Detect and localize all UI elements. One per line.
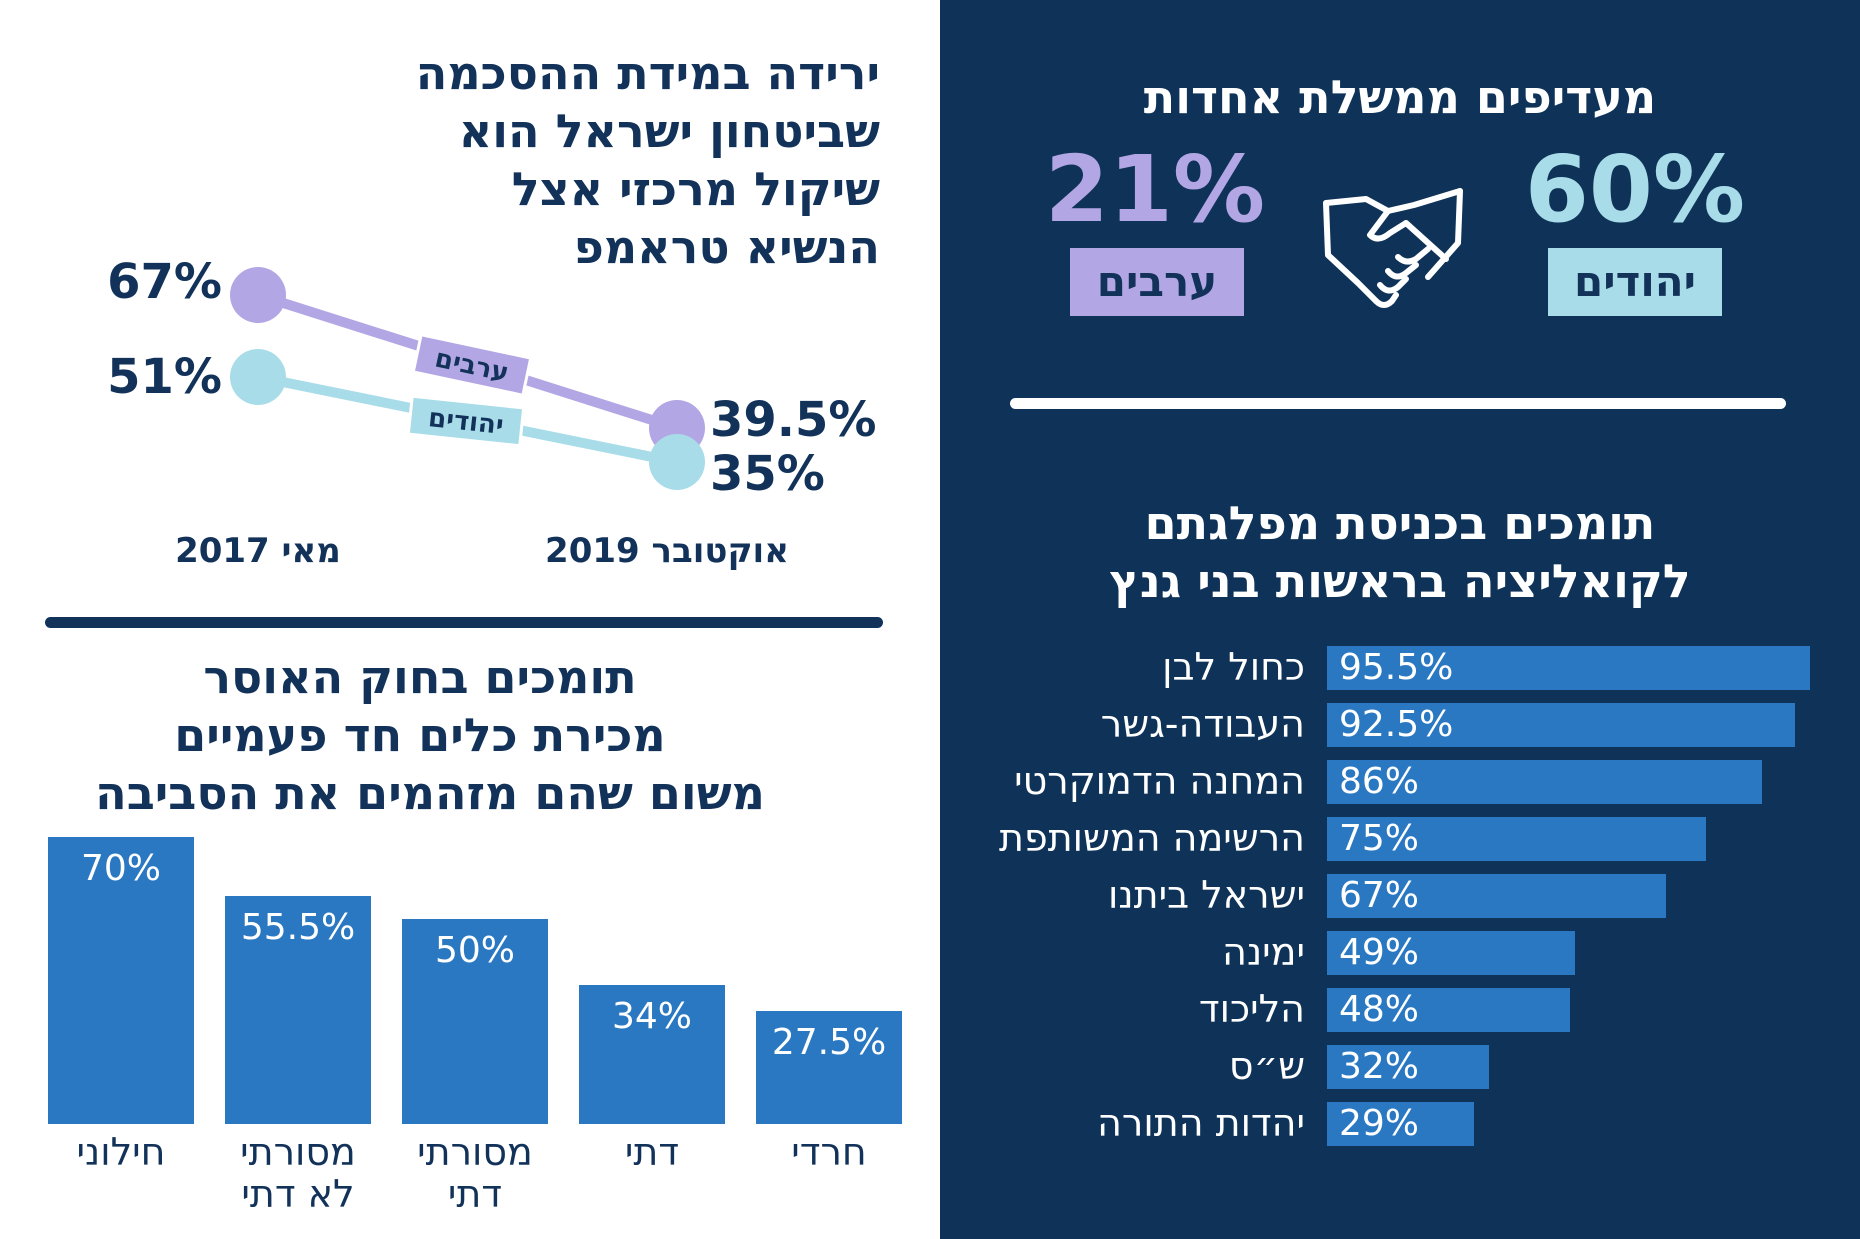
coalition-party-label: יהדות התורה xyxy=(1097,1101,1305,1145)
coalition-party-label: הרשימה המשותפת xyxy=(998,816,1305,860)
left-divider xyxy=(45,617,883,628)
x-tick-oct-2019: אוקטובר 2019 xyxy=(545,531,789,571)
jews-unity-value: 60% xyxy=(1524,136,1746,243)
weapons-sector-label: מסורתי xyxy=(417,1130,533,1174)
weapons-sector-label: לא דתי xyxy=(241,1172,355,1216)
coalition-bar xyxy=(1327,703,1795,747)
jews-2019-label: 35% xyxy=(710,446,825,502)
coalition-party-label: הליכוד xyxy=(1198,987,1305,1031)
jews-series-label: יהודים xyxy=(406,394,526,448)
security-title-line-4: הנשיא טראמפ xyxy=(573,220,880,274)
coalition-bar-value: 49% xyxy=(1339,932,1420,973)
coalition-party-label: כחול לבן xyxy=(1162,645,1305,689)
coalition-bar-value: 32% xyxy=(1339,1046,1420,1087)
weapons-bar-value: 27.5% xyxy=(771,1022,887,1064)
coalition-bar xyxy=(1327,874,1666,918)
coalition-bar-value: 92.5% xyxy=(1339,704,1454,745)
weapons-bar-value: 34% xyxy=(611,995,692,1037)
coalition-party-label: העבודה-גשר xyxy=(1100,702,1305,746)
coalition-bar xyxy=(1327,931,1575,975)
security-line-chart: ערבים יהודים 67% 51% 39.5% 35% מאי 2017 … xyxy=(107,254,877,571)
coalition-bar xyxy=(1327,817,1707,861)
coalition-bar-value: 86% xyxy=(1339,761,1420,802)
coalition-bar xyxy=(1327,988,1570,1032)
coalition-bar xyxy=(1327,646,1810,690)
weapons-bar-value: 70% xyxy=(80,848,161,889)
coalition-party-label: ש״ס xyxy=(1228,1044,1305,1088)
weapons-bar xyxy=(756,1011,902,1124)
weapons-sector-label: דתי xyxy=(447,1172,503,1216)
coalition-party-label: ימינה xyxy=(1222,930,1305,974)
weapons-bar-value: 55.5% xyxy=(240,907,356,949)
arabs-2019-label: 39.5% xyxy=(710,392,877,448)
arabs-unity-tag: ערבים xyxy=(1070,248,1244,316)
weapons-sector-label: חילוני xyxy=(76,1130,166,1174)
x-tick-may-2017: מאי 2017 xyxy=(175,531,341,571)
security-title-line-1: ירידה במידת ההסכמה xyxy=(415,46,880,100)
jews-unity-tag: יהודים xyxy=(1548,248,1722,316)
weapons-bar-value: 50% xyxy=(434,930,515,971)
coalition-title-line-2: לקואליציה בראשות בני גנץ xyxy=(1109,554,1691,608)
coalition-bar xyxy=(1327,760,1762,804)
coalition-bar-value: 67% xyxy=(1339,875,1420,916)
weapons-sector-label: חרדי xyxy=(791,1130,867,1174)
security-title-line-2: שביטחון ישראל הוא xyxy=(458,104,880,158)
coalition-bar-value: 29% xyxy=(1339,1103,1420,1144)
weapons-bar xyxy=(225,896,371,1124)
right-divider xyxy=(1010,398,1786,409)
weapons-bar xyxy=(48,837,194,1124)
coalition-bar-value: 75% xyxy=(1339,818,1420,859)
coalition-title-line-1: תומכים בכניסת מפלגתם xyxy=(1144,496,1656,550)
coalition-party-label: ישראל ביתנו xyxy=(1108,873,1305,917)
jews-point-2017 xyxy=(230,349,286,405)
weapons-bar xyxy=(402,919,548,1124)
coalition-bar-value: 95.5% xyxy=(1339,647,1454,688)
weapons-bar xyxy=(579,984,725,1124)
weapons-title-line-1: תומכים בחוק האוסר xyxy=(203,650,637,704)
jews-point-2019 xyxy=(649,434,705,490)
unity-title: מעדיפים ממשלת אחדות xyxy=(1143,70,1657,124)
arabs-series-label: ערבים xyxy=(411,332,533,398)
coalition-bar-value: 48% xyxy=(1339,989,1420,1030)
weapons-title-line-3: משום שהם מזהמים את הסביבה xyxy=(95,766,765,820)
weapons-sector-label: דתי xyxy=(624,1130,680,1174)
weapons-sector-label: מסורתי xyxy=(240,1130,356,1174)
coalition-bar xyxy=(1327,1045,1489,1089)
arabs-2017-label: 67% xyxy=(107,254,222,310)
coalition-bar xyxy=(1327,1102,1474,1146)
jews-2017-label: 51% xyxy=(107,349,222,405)
arabs-unity-value: 21% xyxy=(1044,136,1266,243)
arabs-point-2017 xyxy=(230,267,286,323)
security-title-line-3: שיקול מרכזי אצל xyxy=(511,162,880,216)
weapons-title-line-2: מכירת כלים חד פעמיים xyxy=(174,708,666,762)
coalition-party-label: המחנה הדמוקרטי xyxy=(1014,759,1305,803)
handshake-icon xyxy=(1323,188,1463,308)
